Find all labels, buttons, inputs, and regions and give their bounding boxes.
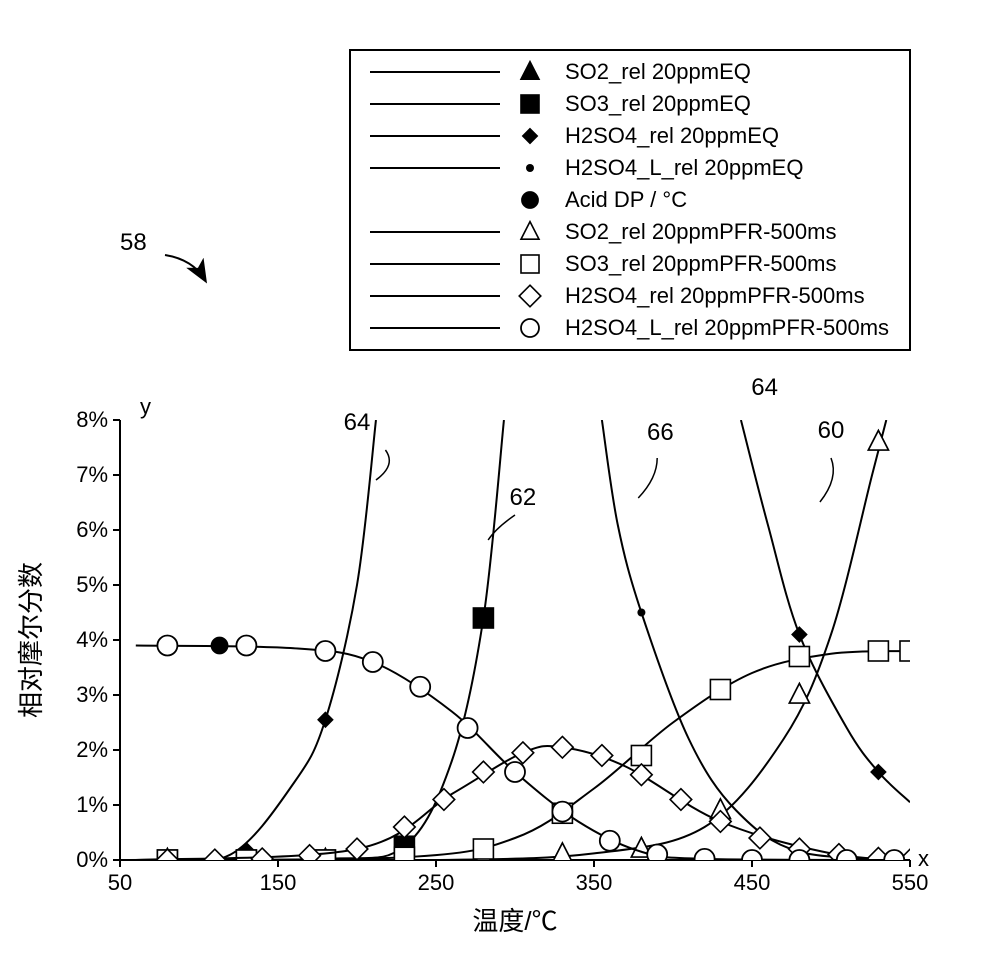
y-label: y <box>140 394 151 419</box>
legend-label: H2SO4_L_rel 20ppmEQ <box>565 155 803 180</box>
legend-label: SO2_rel 20ppmEQ <box>565 59 751 84</box>
annotations: 64 62 66 64 60 <box>344 374 845 540</box>
y-tick-label: 5% <box>76 572 108 597</box>
x-tick-label: 350 <box>576 870 613 895</box>
callout-arrow <box>165 255 205 280</box>
y-tick-label: 6% <box>76 517 108 542</box>
curve-label: 64 <box>751 374 778 401</box>
legend-label: SO2_rel 20ppmPFR-500ms <box>565 219 836 244</box>
series-so2-eq <box>120 420 888 868</box>
legend-label: SO3_rel 20ppmPFR-500ms <box>565 251 836 276</box>
y-tick-label: 3% <box>76 682 108 707</box>
y-tick-label: 7% <box>76 462 108 487</box>
curve-label: 64 <box>344 409 371 436</box>
page: 50 150 250 350 450 550 0% 1% 2% 3% 4% 5% 6% 7% 8% 温度/℃ 相… <box>0 0 1000 977</box>
legend-label: H2SO4_L_rel 20ppmPFR-500ms <box>565 315 889 340</box>
x-label: x <box>918 846 929 871</box>
legend-label: Acid DP / °C <box>565 187 687 212</box>
legend: SO2_rel 20ppmEQ SO3_rel 20ppmEQ H2SO4_rel … <box>350 50 910 350</box>
legend-label: H2SO4_rel 20ppmEQ <box>565 123 779 148</box>
y-axis-title: 相对摩尔分数 <box>16 562 46 718</box>
curve-label: 60 <box>818 417 845 444</box>
curve-label: 62 <box>510 484 537 511</box>
legend-label: H2SO4_rel 20ppmPFR-500ms <box>565 283 865 308</box>
curve-label: 66 <box>647 419 674 446</box>
x-tick-label: 450 <box>734 870 771 895</box>
legend-label: SO3_rel 20ppmEQ <box>565 91 751 116</box>
y-tick-label: 1% <box>76 792 108 817</box>
x-axis-title: 温度/℃ <box>472 906 557 936</box>
y-tick-label: 0% <box>76 847 108 872</box>
x-tick-label: 250 <box>418 870 455 895</box>
chart-svg: 50 150 250 350 450 550 0% 1% 2% 3% 4% 5% 6% 7% 8% 温度/℃ 相… <box>0 0 1000 977</box>
y-tick-label: 8% <box>76 407 108 432</box>
figure-label-58: 58 <box>120 229 147 256</box>
y-tick-label: 4% <box>76 627 108 652</box>
x-tick-label: 150 <box>260 870 297 895</box>
x-tick-label: 50 <box>108 870 132 895</box>
x-tick-label: 550 <box>892 870 929 895</box>
y-tick-label: 2% <box>76 737 108 762</box>
